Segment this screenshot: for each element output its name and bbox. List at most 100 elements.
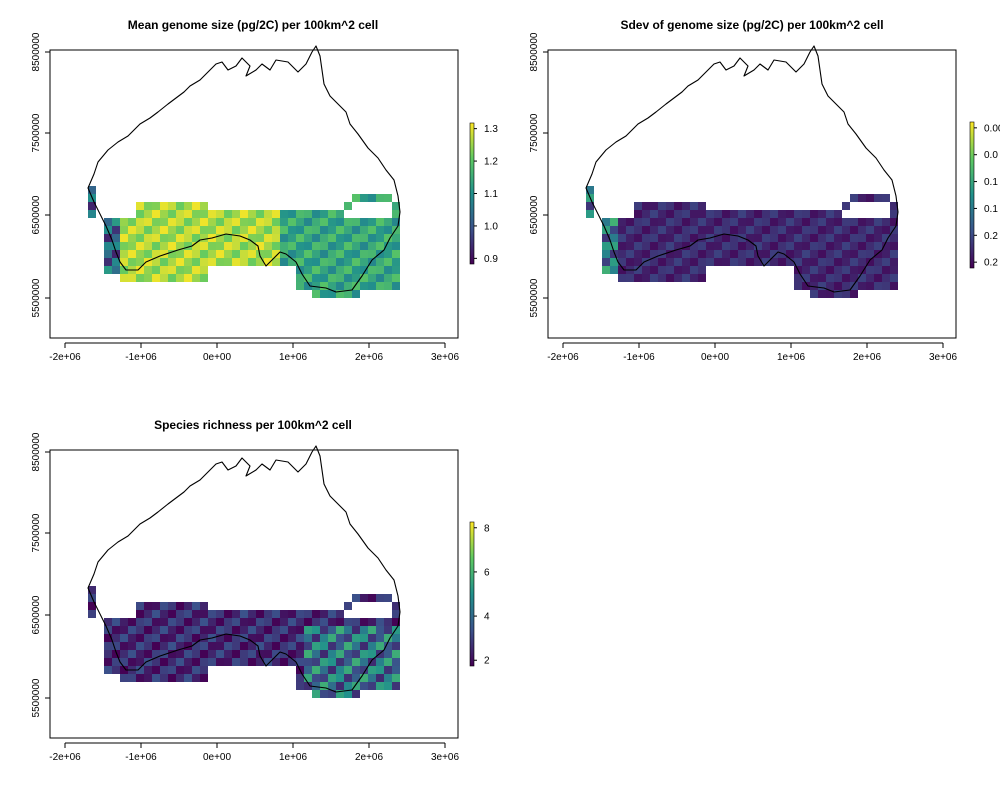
raster-cell — [104, 618, 112, 626]
raster-cell — [272, 650, 280, 658]
raster-cell — [834, 218, 842, 226]
raster-cell — [144, 602, 152, 610]
raster-cell — [690, 258, 698, 266]
raster-cell — [392, 634, 400, 642]
raster-cell — [128, 658, 136, 666]
raster-cell — [200, 218, 208, 226]
raster-cell — [802, 242, 810, 250]
raster-cell — [368, 282, 376, 290]
raster-cell — [634, 266, 642, 274]
raster-cell — [818, 210, 826, 218]
raster-cell — [842, 226, 850, 234]
x-tick-label: -2e+06 — [49, 352, 81, 363]
raster-cell — [858, 282, 866, 290]
raster-cell — [610, 266, 618, 274]
raster-cell — [746, 218, 754, 226]
raster-cell — [376, 266, 384, 274]
raster-cell — [168, 266, 176, 274]
raster-cell — [320, 290, 328, 298]
raster-cell — [248, 610, 256, 618]
raster-cell — [778, 218, 786, 226]
raster-cell — [344, 658, 352, 666]
raster-cell — [312, 250, 320, 258]
raster-cell — [144, 218, 152, 226]
raster-cell — [746, 242, 754, 250]
raster-cell — [810, 250, 818, 258]
raster-cell — [826, 274, 834, 282]
raster-cell — [842, 274, 850, 282]
raster-cell — [216, 210, 224, 218]
raster-cell — [858, 242, 866, 250]
raster-cell — [392, 626, 400, 634]
raster-cell — [826, 234, 834, 242]
raster-cell — [160, 674, 168, 682]
raster-cell — [256, 218, 264, 226]
raster-cell — [120, 258, 128, 266]
raster-cell — [874, 274, 882, 282]
raster-cell — [104, 218, 112, 226]
raster-cell — [144, 266, 152, 274]
raster-cell — [762, 234, 770, 242]
raster-cell — [120, 650, 128, 658]
raster-cell — [216, 226, 224, 234]
raster-cell — [738, 226, 746, 234]
raster-cell — [842, 282, 850, 290]
x-tick-label: -1e+06 — [125, 352, 157, 363]
raster-cell — [778, 242, 786, 250]
raster-cell — [208, 258, 216, 266]
raster-cell — [120, 218, 128, 226]
raster-cell — [160, 210, 168, 218]
raster-cell — [136, 202, 144, 210]
y-tick-label: 8500000 — [31, 432, 42, 471]
raster-cell — [104, 634, 112, 642]
raster-cell — [304, 618, 312, 626]
raster-cell — [296, 242, 304, 250]
raster-cell — [866, 242, 874, 250]
raster-cell — [842, 218, 850, 226]
raster-cell — [890, 210, 898, 218]
raster-cell — [120, 274, 128, 282]
raster-cell — [144, 250, 152, 258]
raster-cell — [152, 242, 160, 250]
raster-cell — [88, 210, 96, 218]
raster-cell — [152, 202, 160, 210]
raster-cell — [288, 218, 296, 226]
raster-cell — [192, 202, 200, 210]
raster-cell — [192, 634, 200, 642]
raster-cell — [690, 250, 698, 258]
raster-cell — [168, 650, 176, 658]
raster-cell — [890, 274, 898, 282]
raster-cell — [802, 274, 810, 282]
x-tick-label: 3e+06 — [431, 752, 460, 763]
raster-cell — [850, 266, 858, 274]
raster-cell — [240, 226, 248, 234]
raster-cell — [304, 282, 312, 290]
raster-cell — [376, 594, 384, 602]
raster-cell — [176, 626, 184, 634]
raster-cell — [320, 690, 328, 698]
raster-cell — [168, 202, 176, 210]
raster-cell — [312, 610, 320, 618]
raster-cell — [280, 634, 288, 642]
x-tick-label: 3e+06 — [431, 352, 460, 363]
raster-cell — [794, 226, 802, 234]
raster-cell — [144, 658, 152, 666]
raster-cell — [786, 258, 794, 266]
raster-cell — [152, 258, 160, 266]
raster-cell — [264, 658, 272, 666]
raster-cell — [160, 642, 168, 650]
raster-cell — [128, 250, 136, 258]
raster-cell — [304, 218, 312, 226]
raster-cell — [320, 626, 328, 634]
raster-cell — [626, 250, 634, 258]
raster-cell — [264, 642, 272, 650]
raster-cell — [312, 618, 320, 626]
raster-cell — [192, 618, 200, 626]
raster-cell — [874, 242, 882, 250]
raster-cell — [842, 202, 850, 210]
raster-cell — [834, 250, 842, 258]
raster-cell — [296, 682, 304, 690]
raster-cell — [826, 258, 834, 266]
x-tick-label: 1e+06 — [777, 352, 806, 363]
raster-cell — [312, 290, 320, 298]
